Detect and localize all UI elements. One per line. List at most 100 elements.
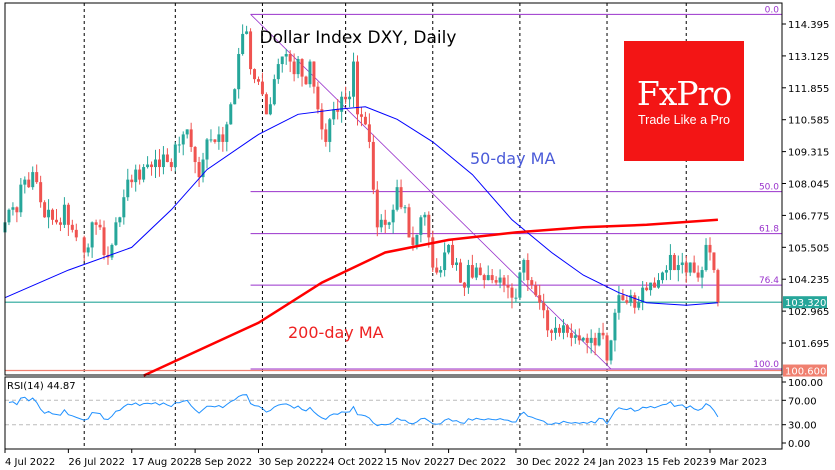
x-tick-label: 30 Dec 2022 bbox=[516, 457, 580, 468]
candle-body bbox=[31, 172, 35, 188]
candle-body bbox=[363, 116, 367, 125]
ma200-line bbox=[143, 218, 718, 377]
x-tick-label: 24 Jan 2023 bbox=[583, 457, 643, 468]
y-tick-label: 110.585 bbox=[788, 116, 829, 127]
candle-body bbox=[684, 262, 688, 273]
candle-body bbox=[577, 335, 581, 341]
candle-body bbox=[90, 222, 94, 248]
candle-body bbox=[391, 209, 395, 223]
candle-body bbox=[367, 124, 371, 142]
candle-body bbox=[336, 109, 340, 112]
candle-body bbox=[359, 114, 363, 117]
candle-body bbox=[300, 59, 304, 77]
candle-body bbox=[688, 262, 692, 273]
candle-body bbox=[676, 265, 680, 271]
candle-body bbox=[47, 209, 51, 218]
candle-body bbox=[680, 262, 684, 266]
candle-body bbox=[173, 144, 177, 168]
candle-body bbox=[288, 54, 292, 62]
candle-body bbox=[316, 86, 320, 110]
candle-body bbox=[15, 207, 19, 213]
candle-body bbox=[193, 146, 197, 163]
main-pane-frame bbox=[4, 2, 783, 376]
candle-body bbox=[296, 59, 300, 75]
candle-body bbox=[542, 302, 546, 311]
ma50-line bbox=[4, 106, 718, 306]
candle-body bbox=[379, 219, 383, 228]
candle-body bbox=[54, 219, 58, 223]
candle-body bbox=[23, 179, 27, 185]
candle-body bbox=[649, 282, 653, 291]
candle-body bbox=[407, 207, 411, 238]
candle-body bbox=[403, 207, 407, 209]
candle-body bbox=[657, 280, 661, 288]
candle-body bbox=[340, 96, 344, 112]
candle-body bbox=[708, 244, 712, 253]
candle-body bbox=[641, 287, 645, 303]
candle-body bbox=[276, 64, 280, 80]
candle-body bbox=[419, 217, 423, 235]
candles bbox=[3, 24, 720, 365]
candle-body bbox=[114, 222, 118, 245]
candle-body bbox=[102, 227, 106, 255]
candle-body bbox=[371, 141, 375, 190]
candle-body bbox=[506, 285, 510, 288]
candle-body bbox=[573, 335, 577, 338]
x-tick-label: 9 Mar 2023 bbox=[710, 457, 767, 468]
candle-body bbox=[581, 337, 585, 341]
candle-body bbox=[458, 262, 462, 283]
candle-body bbox=[146, 164, 150, 168]
candle-body bbox=[637, 302, 641, 308]
candle-body bbox=[439, 270, 443, 273]
candle-body bbox=[478, 267, 482, 276]
y-tick-label: 109.315 bbox=[788, 148, 829, 159]
candle-body bbox=[253, 69, 257, 80]
candle-body bbox=[605, 335, 609, 361]
candle-body bbox=[352, 61, 356, 97]
candle-body bbox=[498, 277, 502, 283]
candle-body bbox=[51, 209, 55, 220]
fib-level-label: 100.0 bbox=[753, 360, 779, 370]
candle-body bbox=[557, 327, 561, 333]
candle-body bbox=[356, 61, 359, 115]
rsi-tick-label: 30.00 bbox=[788, 421, 817, 432]
candle-body bbox=[110, 244, 114, 258]
candle-body bbox=[284, 54, 288, 57]
y-tick-label: 114.395 bbox=[788, 20, 829, 31]
candle-body bbox=[451, 244, 455, 266]
candle-body bbox=[237, 54, 241, 90]
candle-body bbox=[130, 179, 134, 183]
x-tick-label: 17 Aug 2022 bbox=[132, 457, 196, 468]
candle-body bbox=[653, 282, 657, 288]
candle-body bbox=[668, 254, 672, 271]
moving-averages bbox=[4, 106, 718, 377]
ma200-annotation: 200-day MA bbox=[288, 323, 384, 342]
y-tick-label: 102.965 bbox=[788, 307, 829, 318]
candle-body bbox=[431, 237, 435, 268]
logo-tagline: Trade Like a Pro bbox=[638, 113, 730, 127]
candle-body bbox=[550, 330, 554, 333]
candle-body bbox=[98, 224, 102, 228]
rsi-label: RSI(14) 44.87 bbox=[7, 381, 76, 392]
candle-body bbox=[411, 237, 415, 245]
x-tick-label: 30 Sep 2022 bbox=[258, 457, 321, 468]
candle-body bbox=[415, 234, 419, 245]
candle-body bbox=[177, 144, 181, 146]
candle-body bbox=[185, 129, 189, 135]
candle-body bbox=[256, 79, 260, 82]
candle-body bbox=[387, 222, 391, 225]
fxpro-logo: FxPro Trade Like a Pro bbox=[624, 41, 744, 161]
candle-body bbox=[561, 325, 565, 333]
candle-body bbox=[462, 282, 466, 288]
candle-body bbox=[181, 134, 185, 145]
fib-level-label: 76.4 bbox=[759, 276, 779, 286]
candle-body bbox=[621, 295, 625, 301]
candle-body bbox=[704, 244, 708, 271]
candle-body bbox=[518, 272, 522, 298]
candle-body bbox=[82, 237, 86, 253]
candle-body bbox=[19, 184, 23, 213]
candle-body bbox=[332, 109, 336, 120]
candle-body bbox=[486, 275, 490, 281]
